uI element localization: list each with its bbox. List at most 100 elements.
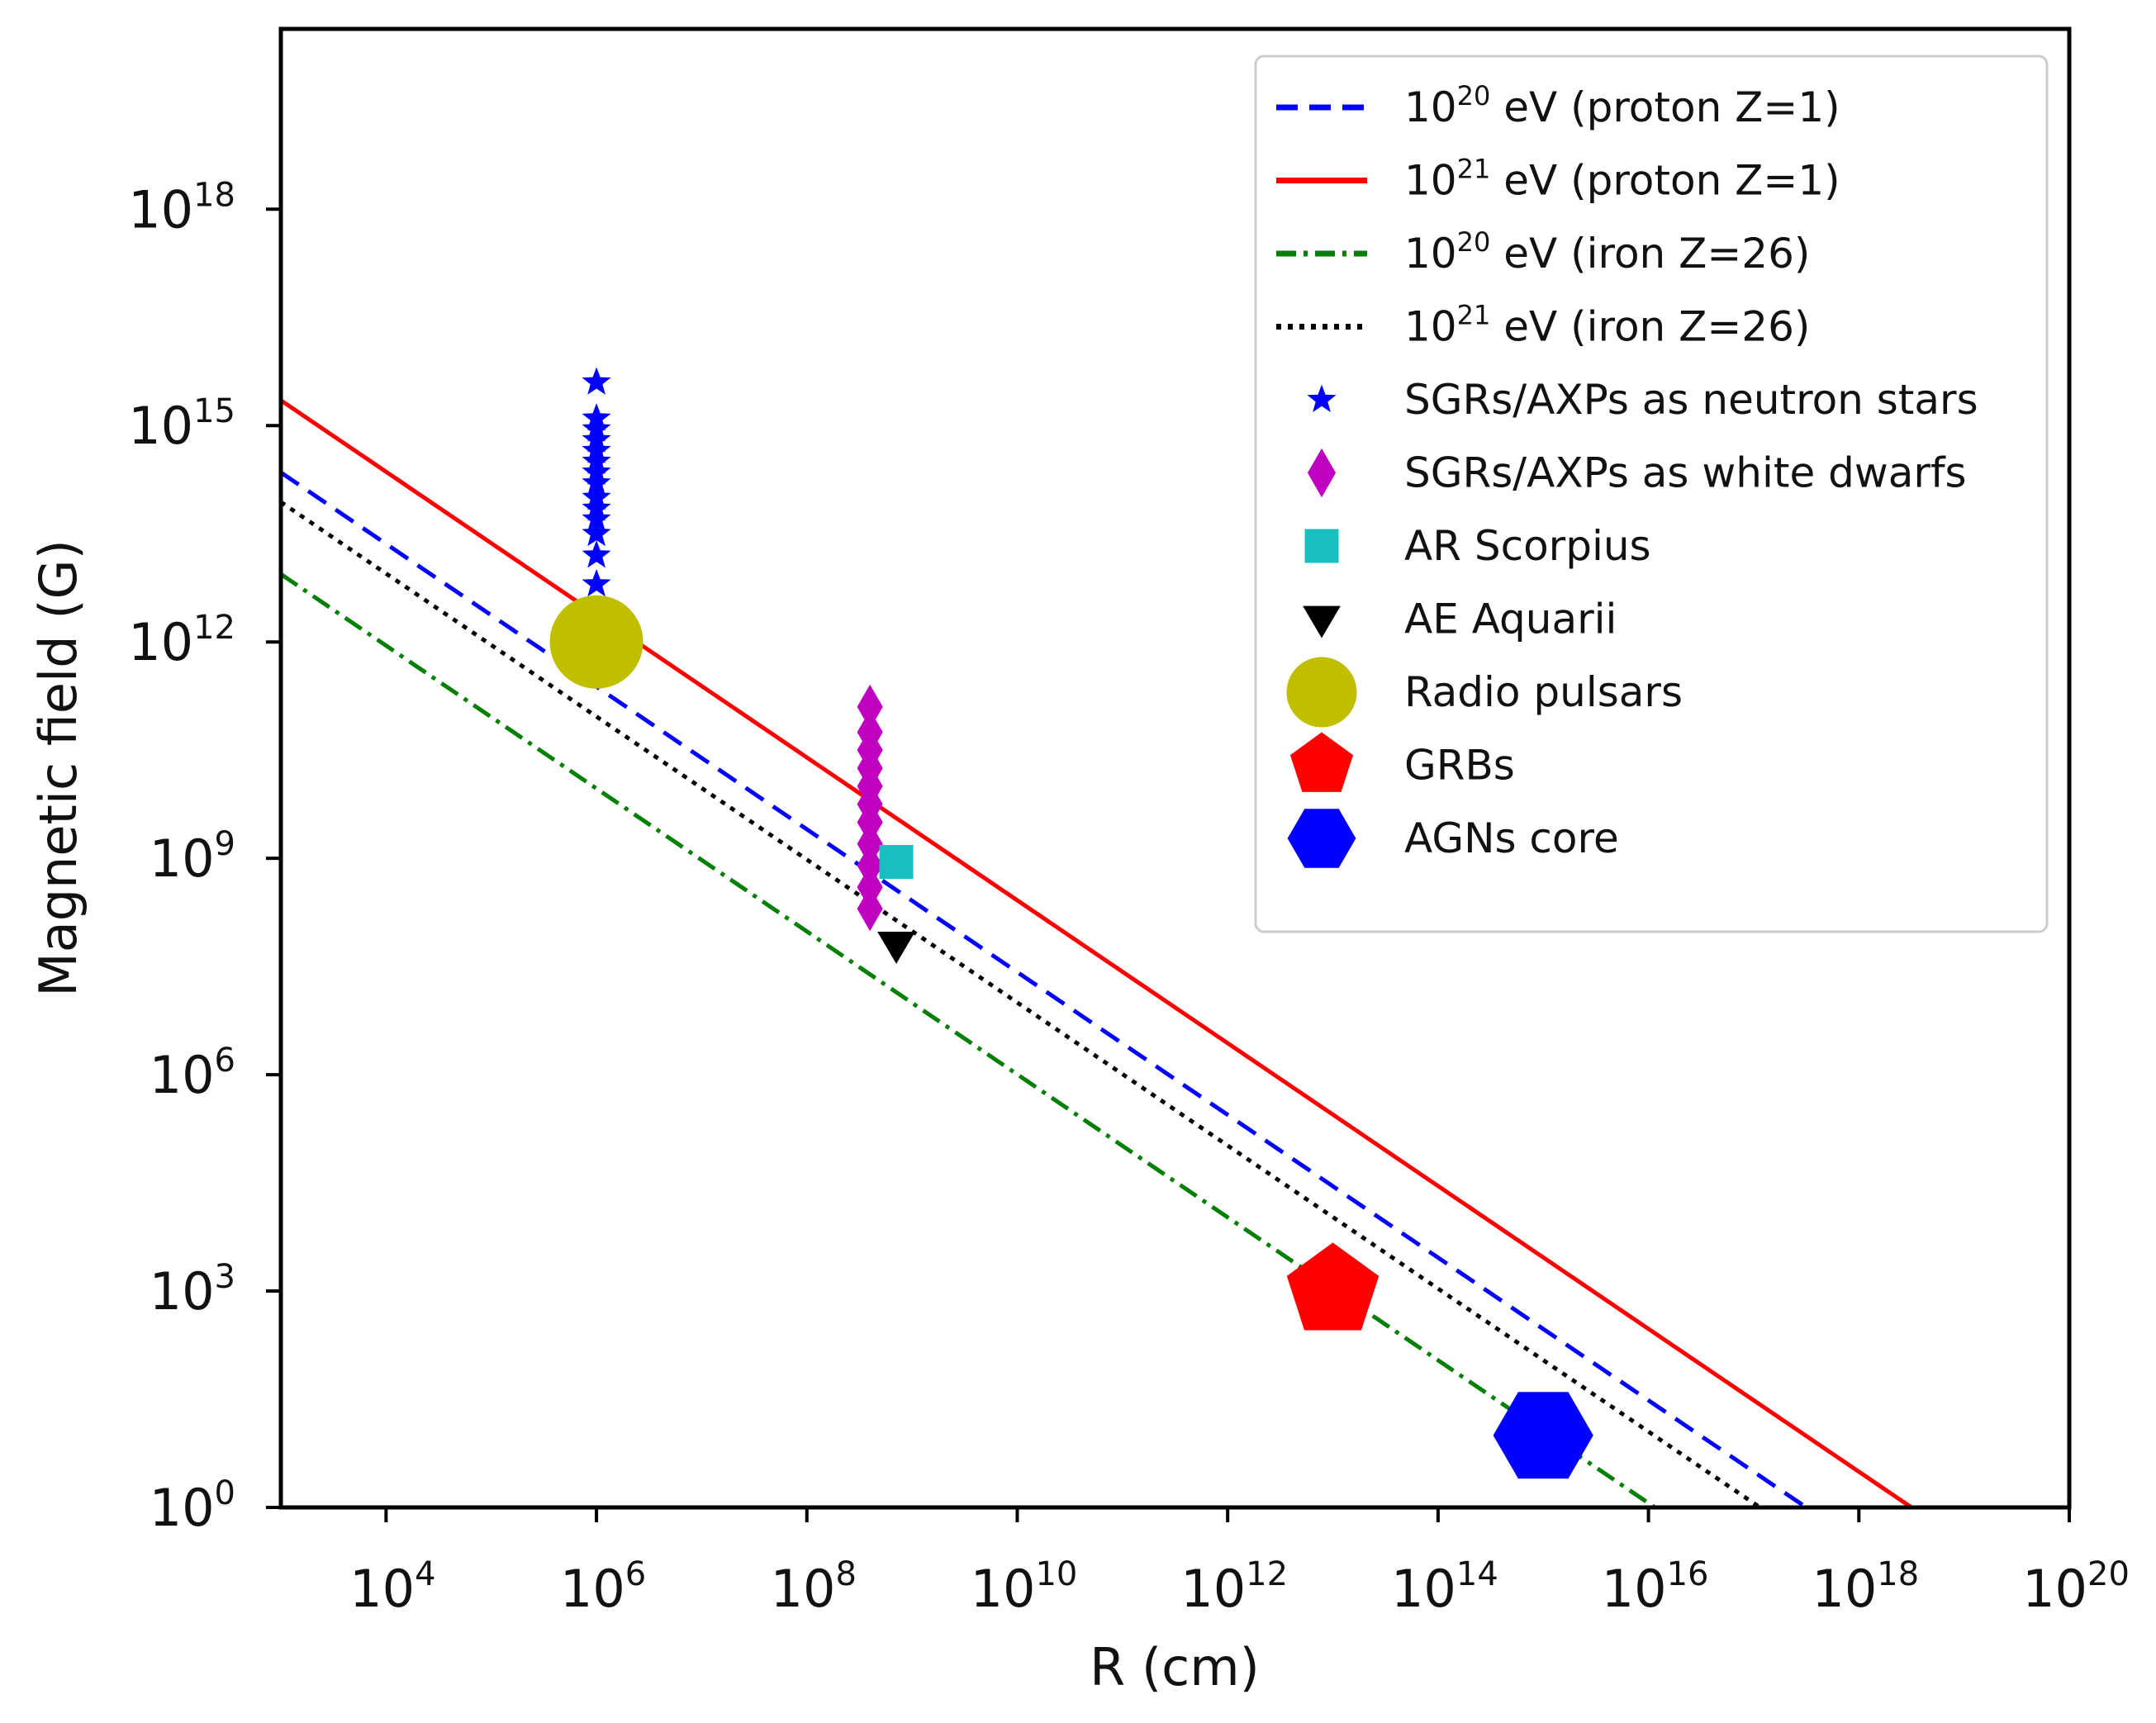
legend-marker-ar-scorpius — [1304, 529, 1339, 563]
legend-label-base: 10 — [1404, 83, 1457, 131]
y-tick-label-2: 106 — [150, 1042, 235, 1105]
y-tick-label-4-exp: 12 — [193, 609, 235, 647]
x-tick-label-7-exp: 18 — [1877, 1555, 1919, 1593]
x-tick-label-8-exp: 20 — [2087, 1555, 2130, 1593]
line-iron-1e20 — [281, 572, 1656, 1507]
line-proton-1e20 — [281, 470, 1808, 1507]
y-tick-label-4-base: 10 — [128, 612, 193, 672]
point-sgr-neutron-stars-0 — [582, 367, 611, 395]
legend-marker-sgr-white-dwarfs — [1307, 448, 1337, 498]
legend-label-base: 10 — [1404, 230, 1457, 278]
legend-label-rest: eV (iron Z=26) — [1490, 230, 1810, 278]
y-tick-label-6: 1018 — [128, 176, 235, 240]
legend-marker-radio-pulsars — [1286, 657, 1357, 728]
legend: 1020 eV (proton Z=1)1021 eV (proton Z=1)… — [1254, 55, 2049, 933]
x-tick-label-2-exp: 8 — [835, 1555, 856, 1593]
point-ar-scorpius-0 — [879, 845, 914, 880]
y-tick-label-1: 103 — [150, 1258, 235, 1322]
x-tick-label-6-exp: 16 — [1667, 1555, 1709, 1593]
y-tick-label-1-base: 10 — [150, 1261, 215, 1322]
x-tick-label-0: 104 — [349, 1555, 435, 1619]
x-tick-label-0-base: 10 — [349, 1559, 415, 1619]
x-tick-label-4-exp: 12 — [1246, 1555, 1288, 1593]
legend-label-radio-pulsars: Radio pulsars — [1404, 668, 1683, 716]
y-tick-label-0-exp: 0 — [215, 1474, 235, 1512]
point-agns-core-0 — [1493, 1392, 1593, 1479]
x-tick-label-2-base: 10 — [771, 1559, 836, 1619]
legend-marker-grbs — [1289, 732, 1354, 792]
x-tick-label-7: 1018 — [1812, 1555, 1919, 1619]
legend-label-exp: 20 — [1457, 80, 1491, 112]
y-tick-label-3-exp: 9 — [215, 825, 235, 863]
point-radio-pulsars-0 — [549, 595, 643, 689]
x-tick-label-4: 1012 — [1180, 1555, 1288, 1619]
x-axis-ticks: 104 106 108 1010 1012 1014 1016 1018 1020 — [349, 1507, 2130, 1619]
legend-label-iron-1e20: 1020 eV (iron Z=26) — [1404, 226, 1810, 278]
point-sgr-neutron-stars-13 — [582, 568, 611, 597]
legend-label-sgr-neutron-stars: SGRs/AXPs as neutron stars — [1404, 376, 1978, 424]
line-iron-1e21 — [281, 500, 1761, 1507]
y-tick-label-0-base: 10 — [150, 1478, 215, 1538]
legend-label-rest: eV (proton Z=1) — [1490, 157, 1840, 205]
point-grbs-0 — [1286, 1242, 1380, 1331]
legend-box — [1254, 55, 2049, 933]
x-tick-label-2: 108 — [771, 1555, 857, 1619]
x-tick-label-7-base: 10 — [1812, 1559, 1877, 1619]
legend-marker-ae-aquarii — [1303, 605, 1341, 638]
x-tick-label-1: 106 — [560, 1555, 646, 1619]
point-sgr-white-dwarfs-10 — [857, 886, 883, 932]
legend-label-grbs: GRBs — [1404, 742, 1515, 790]
plot-frame — [278, 26, 2072, 1510]
legend-label-iron-1e21: 1021 eV (iron Z=26) — [1404, 300, 1810, 351]
y-tick-label-3-base: 10 — [150, 828, 215, 889]
legend-label-proton-1e20: 1020 eV (proton Z=1) — [1404, 80, 1840, 131]
y-tick-label-5-base: 10 — [128, 396, 193, 456]
x-tick-label-0-exp: 4 — [415, 1555, 435, 1593]
legend-label-base: 10 — [1404, 303, 1457, 351]
y-tick-label-6-exp: 18 — [193, 176, 235, 214]
point-sgr-neutron-stars-11 — [582, 518, 611, 547]
x-tick-label-5-exp: 14 — [1456, 1555, 1498, 1593]
x-tick-label-5-base: 10 — [1391, 1559, 1456, 1619]
x-tick-label-4-base: 10 — [1180, 1559, 1246, 1619]
legend-marker-sgr-neutron-stars — [1307, 384, 1337, 412]
legend-label-proton-1e21: 1021 eV (proton Z=1) — [1404, 154, 1840, 205]
legend-label-exp: 21 — [1457, 300, 1491, 331]
series-lines — [281, 398, 1913, 1507]
point-sgr-neutron-stars-12 — [582, 539, 611, 568]
x-tick-label-8: 1020 — [2022, 1555, 2130, 1619]
y-tick-label-4: 1012 — [128, 609, 235, 672]
legend-label-agns-core: AGNs core — [1404, 814, 1619, 862]
legend-label-sgr-white-dwarfs: SGRs/AXPs as white dwarfs — [1404, 449, 1967, 497]
point-ae-aquarii-0 — [877, 932, 915, 964]
legend-marker-agns-core — [1287, 809, 1356, 868]
y-tick-label-0: 100 — [150, 1474, 235, 1538]
x-tick-label-5: 1014 — [1391, 1555, 1498, 1619]
x-axis-label: R (cm) — [1090, 1637, 1260, 1697]
series-markers — [549, 367, 1593, 1479]
legend-label-rest: eV (proton Z=1) — [1490, 83, 1840, 131]
legend-label-rest: eV (iron Z=26) — [1490, 303, 1810, 351]
line-proton-1e21 — [281, 398, 1913, 1507]
x-tick-label-6: 1016 — [1602, 1555, 1709, 1619]
x-tick-label-1-base: 10 — [560, 1559, 625, 1619]
y-tick-label-5-exp: 15 — [193, 392, 235, 430]
y-tick-label-5: 1015 — [128, 392, 235, 456]
y-tick-label-2-base: 10 — [150, 1045, 215, 1105]
y-axis-label: Magnetic field (G) — [28, 539, 88, 997]
x-tick-label-1-exp: 6 — [625, 1555, 646, 1593]
legend-label-ae-aquarii: AE Aquarii — [1404, 596, 1617, 643]
y-tick-label-1-exp: 3 — [215, 1258, 235, 1296]
y-tick-label-3: 109 — [150, 825, 235, 889]
y-tick-label-6-base: 10 — [128, 179, 193, 240]
x-tick-label-3: 1010 — [971, 1555, 1078, 1619]
legend-label-ar-scorpius: AR Scorpius — [1404, 522, 1651, 570]
x-tick-label-3-base: 10 — [971, 1559, 1036, 1619]
legend-label-base: 10 — [1404, 157, 1457, 205]
x-tick-label-6-base: 10 — [1602, 1559, 1667, 1619]
legend-label-exp: 21 — [1457, 154, 1491, 185]
legend-label-exp: 20 — [1457, 226, 1491, 258]
y-tick-label-2-exp: 6 — [215, 1042, 235, 1080]
